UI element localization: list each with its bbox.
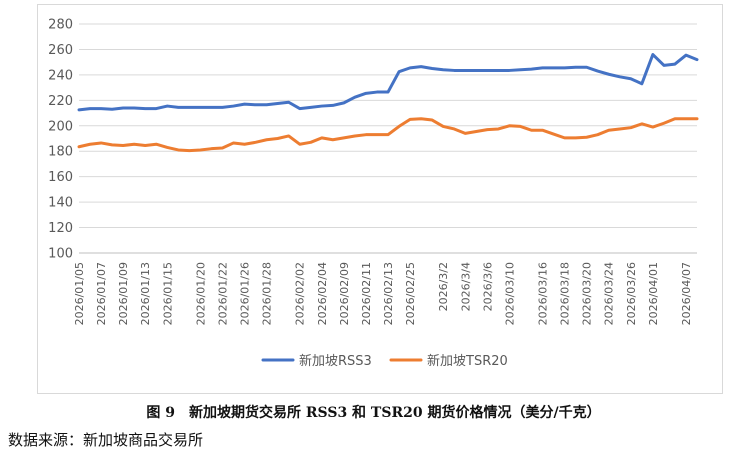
- x-tick-label: 2026/02/13: [382, 262, 395, 325]
- x-tick-label: 2026/3/4: [459, 262, 472, 311]
- data-source-note: 数据来源：新加坡商品交易所: [8, 431, 204, 449]
- x-tick-label: 2026/03/10: [503, 262, 516, 325]
- x-tick-label: 2026/02/09: [338, 262, 351, 325]
- legend-label: 新加坡TSR20: [427, 353, 508, 369]
- x-tick-label: 2026/01/13: [139, 262, 152, 325]
- series-line-rss3: [77, 53, 699, 112]
- x-tick-label: 2026/01/09: [117, 262, 130, 325]
- legend-label: 新加坡RSS3: [299, 353, 372, 369]
- line-chart: 100 120 140 160 180 200 220 240 260 280 2026/01/0…: [48, 18, 699, 369]
- x-tick-label: 2026/02/02: [294, 262, 307, 325]
- y-tick-label: 200: [48, 119, 73, 134]
- chart-frame: [37, 4, 723, 394]
- y-tick-label: 280: [48, 18, 73, 33]
- y-tick-label: 220: [48, 94, 73, 109]
- figure-caption: 图 9 新加坡期货交易所 RSS3 和 TSR20 期货价格情况（美分/千克）: [146, 405, 601, 421]
- x-tick-label: 2026/3/2: [437, 262, 450, 311]
- x-tick-label: 2026/01/05: [73, 262, 86, 325]
- x-tick-label: 2026/01/07: [95, 262, 108, 325]
- series-line-tsr20: [77, 117, 699, 153]
- y-tick-label: 180: [48, 145, 73, 160]
- x-tick-label: 2026/02/11: [360, 262, 373, 325]
- y-tick-label: 100: [48, 247, 73, 262]
- x-tick-label: 2026/02/25: [404, 262, 417, 325]
- x-tick-label: 2026/3/6: [481, 262, 494, 311]
- x-tick-label: 2026/01/22: [216, 262, 229, 325]
- x-tick-label: 2026/04/01: [647, 262, 660, 325]
- x-tick-label: 2026/03/20: [581, 262, 594, 325]
- y-tick-label: 140: [48, 196, 73, 211]
- y-tick-label: 160: [48, 170, 73, 185]
- x-tick-label: 2026/02/04: [316, 262, 329, 325]
- y-tick-label: 260: [48, 43, 73, 58]
- x-tick-label: 2026/03/16: [537, 262, 550, 325]
- y-tick-label: 120: [48, 221, 73, 236]
- y-tick-label: 240: [48, 68, 73, 83]
- x-tick-label: 2026/01/26: [239, 262, 252, 325]
- x-tick-label: 2026/01/28: [261, 262, 274, 325]
- x-tick-label: 2026/04/07: [680, 262, 693, 325]
- x-tick-label: 2026/01/20: [194, 262, 207, 325]
- x-tick-label: 2026/03/26: [625, 262, 638, 325]
- x-tick-label: 2026/01/15: [161, 262, 174, 325]
- x-tick-label: 2026/03/18: [559, 262, 572, 325]
- x-tick-label: 2026/03/24: [603, 262, 616, 325]
